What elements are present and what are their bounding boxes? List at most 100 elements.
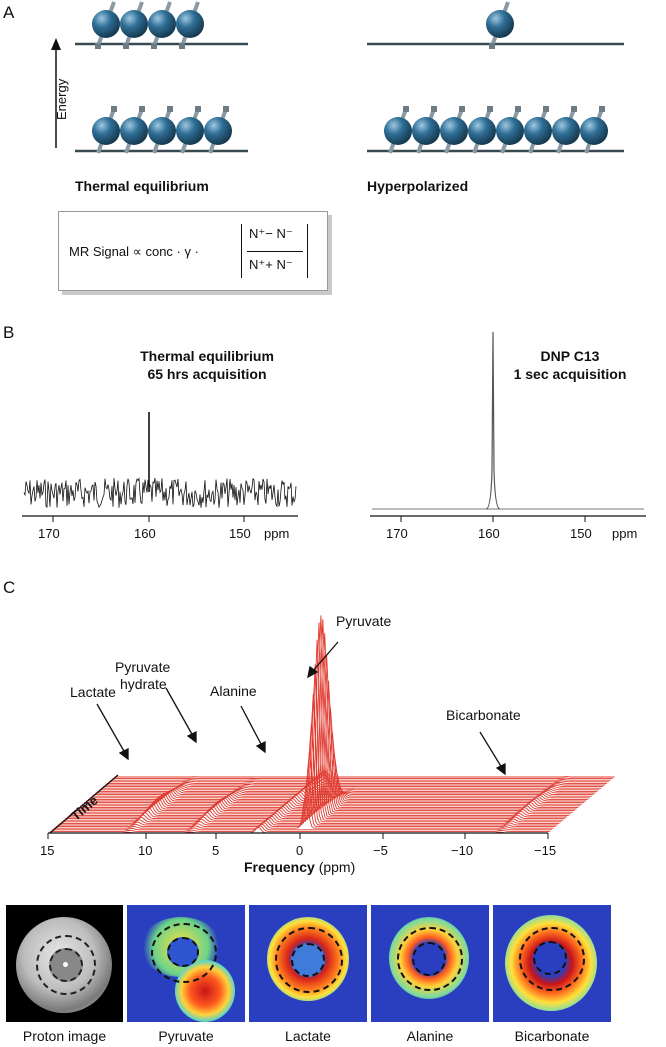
proton-image <box>6 905 123 1022</box>
right-tick-170: 170 <box>386 526 408 541</box>
spectrum-trace <box>110 773 611 781</box>
left-tick-170: 170 <box>38 526 60 541</box>
bicarbonate-map <box>493 905 611 1022</box>
left-tick-ppm: ppm <box>264 526 290 541</box>
alanine-arrow <box>240 705 263 747</box>
spectrum-trace <box>59 723 560 824</box>
spectrum-trace <box>49 824 550 832</box>
panel-b-letter: B <box>3 323 15 342</box>
spectrum-trace <box>63 664 564 821</box>
energy-label: Energy <box>54 78 69 120</box>
spectrum-trace <box>95 786 596 794</box>
proton-image-caption: Proton image <box>22 1028 107 1044</box>
pyruvate-arrow <box>311 641 339 673</box>
spectrum-trace <box>114 770 615 778</box>
mr-signal-formula-box: MR Signal ∝ conc · γ · N⁺− N⁻ N⁺+ N⁻ <box>58 211 328 291</box>
freq-tick-0: 0 <box>296 843 304 858</box>
hyperpolarized-caption: Hyperpolarized <box>367 178 469 194</box>
pyruvate-map-caption: Pyruvate <box>158 1028 214 1044</box>
spectrum-trace <box>112 772 613 780</box>
spectrum-trace <box>68 615 569 816</box>
spectrum-trace <box>70 619 571 815</box>
spectrum-trace <box>106 776 607 784</box>
spectrum-trace <box>97 784 598 792</box>
freq-tick-minus10: −10 <box>451 843 474 858</box>
hydrate-arrow <box>165 687 194 737</box>
alanine-map-caption: Alanine <box>406 1028 454 1044</box>
abs-bar-left <box>241 224 242 278</box>
formula-numerator: N⁺− N⁻ <box>249 226 293 241</box>
formula-prefix: MR Signal ∝ conc · γ · <box>69 244 199 259</box>
right-tick-ppm: ppm <box>612 526 638 541</box>
pyruvate-map <box>127 905 245 1022</box>
spectrum-trace <box>51 823 552 831</box>
thermal-spectrum-title-1: Thermal equilibrium <box>140 348 274 364</box>
freq-tick-5: 5 <box>212 843 220 858</box>
left-tick-150: 150 <box>229 526 251 541</box>
right-tick-150: 150 <box>570 526 592 541</box>
dnp-spectrum-peak <box>485 331 501 510</box>
spectrum-trace <box>105 778 605 786</box>
spectrum-trace <box>108 775 609 783</box>
spectrum-trace <box>82 752 583 805</box>
spectrum-trace <box>74 654 575 812</box>
panel-a-letter: A <box>3 3 15 22</box>
freq-tick-minus5: −5 <box>373 843 388 858</box>
spin-down <box>92 1 120 49</box>
freq-tick-15: 15 <box>40 843 55 858</box>
spectrum-trace <box>78 707 579 808</box>
spin-down <box>148 1 176 49</box>
pyruvate-arrowhead <box>307 665 319 679</box>
thermal-spectrum-title-2: 65 hrs acquisition <box>147 366 267 382</box>
spin-up <box>148 106 176 154</box>
dnp-spectrum-title-1: DNP C13 <box>540 348 600 364</box>
nmr-spectra <box>22 331 646 522</box>
spectrum-trace <box>61 693 562 823</box>
spin-up <box>120 106 148 154</box>
spectrum-trace <box>87 786 588 800</box>
energy-arrow-head <box>51 38 61 50</box>
spin-up <box>468 106 496 154</box>
spectrum-trace <box>65 639 566 820</box>
left-tick-160: 160 <box>134 526 156 541</box>
lactate-map-caption: Lactate <box>285 1028 331 1044</box>
frequency-label-bold: Frequency <box>244 859 315 875</box>
spectrum-trace <box>93 788 594 796</box>
stacked-spectra-plot <box>47 615 615 839</box>
bicarbonate-arrowhead <box>495 762 506 776</box>
time-axis <box>49 774 119 834</box>
spectrum-trace <box>67 622 567 818</box>
bicarbonate-arrow <box>479 731 503 769</box>
spin-up <box>440 106 468 154</box>
spin-down <box>120 1 148 49</box>
pyruvate-label: Pyruvate <box>336 613 392 629</box>
frequency-axis-label: Frequency (ppm) <box>244 859 355 875</box>
spin-energy-diagram <box>51 1 624 154</box>
lactate-arrowhead <box>118 747 129 761</box>
spectrum-trace <box>86 778 586 802</box>
thermal-spectrum-trace <box>23 477 297 508</box>
spin-up <box>496 106 524 154</box>
lactate-map <box>249 905 367 1022</box>
panel-c-letter: C <box>3 578 16 597</box>
alanine-map <box>371 905 489 1022</box>
hydrate-arrowhead <box>186 730 197 744</box>
bicarbonate-map-caption: Bicarbonate <box>514 1028 590 1044</box>
dnp-spectrum-title-2: 1 sec acquisition <box>513 366 627 382</box>
spectrum-trace <box>103 780 604 788</box>
spectrum-trace <box>76 680 577 810</box>
fraction-line <box>247 251 303 252</box>
alanine-arrowhead <box>255 740 266 754</box>
spectrum-trace <box>72 633 573 813</box>
lactate-arrow <box>96 703 126 754</box>
thermal-equilibrium-caption: Thermal equilibrium <box>75 178 209 194</box>
pyruvate-hydrate-label-2: hydrate <box>120 676 167 692</box>
spin-up <box>92 106 120 154</box>
right-tick-160: 160 <box>478 526 500 541</box>
spin-down <box>176 1 204 49</box>
lactate-label: Lactate <box>70 684 116 700</box>
formula-denominator: N⁺+ N⁻ <box>249 257 293 272</box>
spectrum-trace <box>99 783 600 791</box>
spin-down <box>486 1 514 49</box>
spectrum-trace <box>57 751 558 826</box>
